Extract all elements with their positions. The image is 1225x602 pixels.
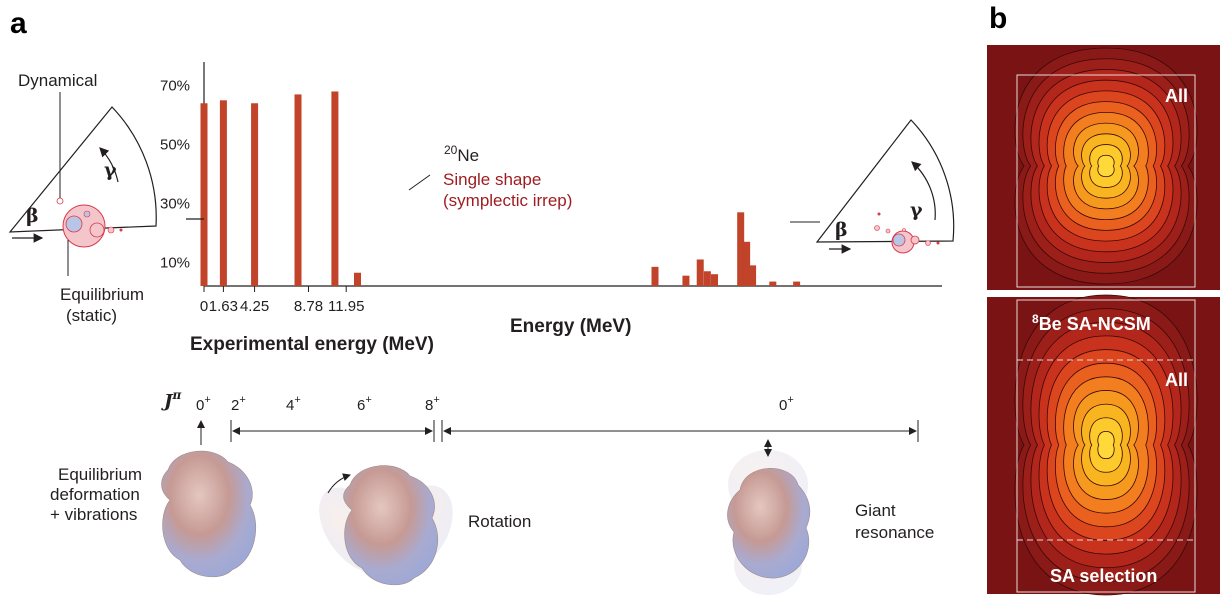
chart-bar	[711, 274, 719, 286]
equilibrium-label: Equilibrium	[60, 285, 144, 304]
density-contour	[1097, 430, 1115, 460]
left-beta-gamma-wedge: β γ Dynamical Equilibrium (static)	[8, 71, 157, 325]
chart-bar	[331, 91, 339, 286]
probability-bar-chart: 10% 30% 50% 70% 0 1.63 4.25 8.78 11.95 20Ne Sin…	[160, 62, 942, 355]
jpi-superscript: π	[172, 388, 182, 402]
be-sa-ncsm-title: 8Be SA-NCSM	[1032, 312, 1151, 334]
chart-bar	[703, 271, 711, 286]
chart-bar	[294, 94, 302, 286]
energy-axis-label: Energy (MeV)	[510, 316, 631, 337]
chart-bar	[651, 266, 659, 286]
nucleus-label: 20Ne	[444, 143, 479, 165]
chart-bar	[696, 259, 704, 286]
spin-0-giant: 0+	[779, 394, 794, 414]
y-tick-label: 30%	[160, 195, 190, 212]
chart-bar	[769, 281, 777, 286]
x-tick-label: 4.25	[240, 298, 269, 315]
spin-4: 4+	[286, 394, 301, 414]
jpi-label: Jπ	[161, 388, 182, 412]
right-gamma-symbol: γ	[910, 199, 923, 221]
x-tick-label: 11.95	[328, 298, 364, 315]
x-tick-label: 1.63	[209, 298, 238, 315]
chart-bar	[200, 103, 208, 287]
giant-label-1: Giant	[855, 501, 896, 520]
y-tick-label: 10%	[160, 254, 190, 271]
symplectic-label: (symplectic irrep)	[443, 191, 572, 210]
left-gamma-symbol: γ	[104, 159, 117, 181]
right-beta-symbol: β	[835, 219, 848, 241]
giant-resonance-shape	[727, 439, 811, 595]
equilibrium-deformation-label-2: deformation	[50, 485, 140, 504]
single-shape-pointer	[408, 174, 431, 191]
single-shape-label: Single shape	[443, 170, 541, 189]
static-label: (static)	[66, 306, 117, 325]
spin-2: 2+	[231, 394, 246, 414]
x-tick-label: 0	[200, 298, 208, 315]
experimental-energy-axis-label: Experimental energy (MeV)	[190, 334, 434, 355]
x-tick-label: 8.78	[294, 298, 323, 315]
density-contour	[1097, 154, 1115, 178]
right-beta-gamma-wedge: β γ	[790, 119, 955, 254]
panel-b-bottom-density: 8Be SA-NCSM All SA selection	[987, 294, 1220, 596]
chart-bar	[793, 281, 801, 286]
rotation-shape	[319, 465, 453, 586]
chart-bar	[737, 212, 745, 286]
panel-b-top-density: All	[987, 45, 1220, 290]
y-tick-label: 70%	[160, 78, 190, 95]
giant-label-2: resonance	[855, 523, 934, 542]
dynamical-label: Dynamical	[18, 71, 97, 90]
bottom-all-label: All	[1165, 370, 1188, 390]
chart-bar	[682, 275, 690, 286]
chart-bar	[251, 103, 259, 287]
nucleus-symbol: Ne	[457, 146, 479, 165]
equilibrium-deformation-label-1: Equilibrium	[58, 465, 142, 484]
equilibrium-shape	[161, 450, 257, 578]
jpi-letter: J	[161, 391, 174, 412]
spin-parity-row: Jπ 0+ 2+ 4+ 6+ 8+ 0+	[161, 388, 919, 445]
spin-6: 6+	[357, 394, 372, 414]
chart-bar	[219, 100, 227, 286]
nucleus-mass: 20	[444, 143, 458, 157]
spin-0: 0+	[196, 394, 211, 414]
sa-selection-label: SA selection	[1050, 566, 1157, 586]
rotation-label: Rotation	[468, 512, 531, 531]
left-beta-symbol: β	[26, 205, 39, 227]
y-tick-label: 50%	[160, 137, 190, 154]
be-mass-number: 8	[1032, 312, 1039, 326]
chart-bar	[749, 265, 757, 286]
top-all-label: All	[1165, 86, 1188, 106]
spin-8: 8+	[425, 394, 440, 414]
be-title-text: Be SA-NCSM	[1039, 314, 1151, 334]
panel-a-letter: a	[10, 7, 27, 40]
chart-bar	[743, 241, 751, 286]
equilibrium-deformation-label-3: + vibrations	[50, 505, 137, 524]
panel-b-letter: b	[989, 2, 1007, 35]
chart-bar	[354, 272, 362, 286]
